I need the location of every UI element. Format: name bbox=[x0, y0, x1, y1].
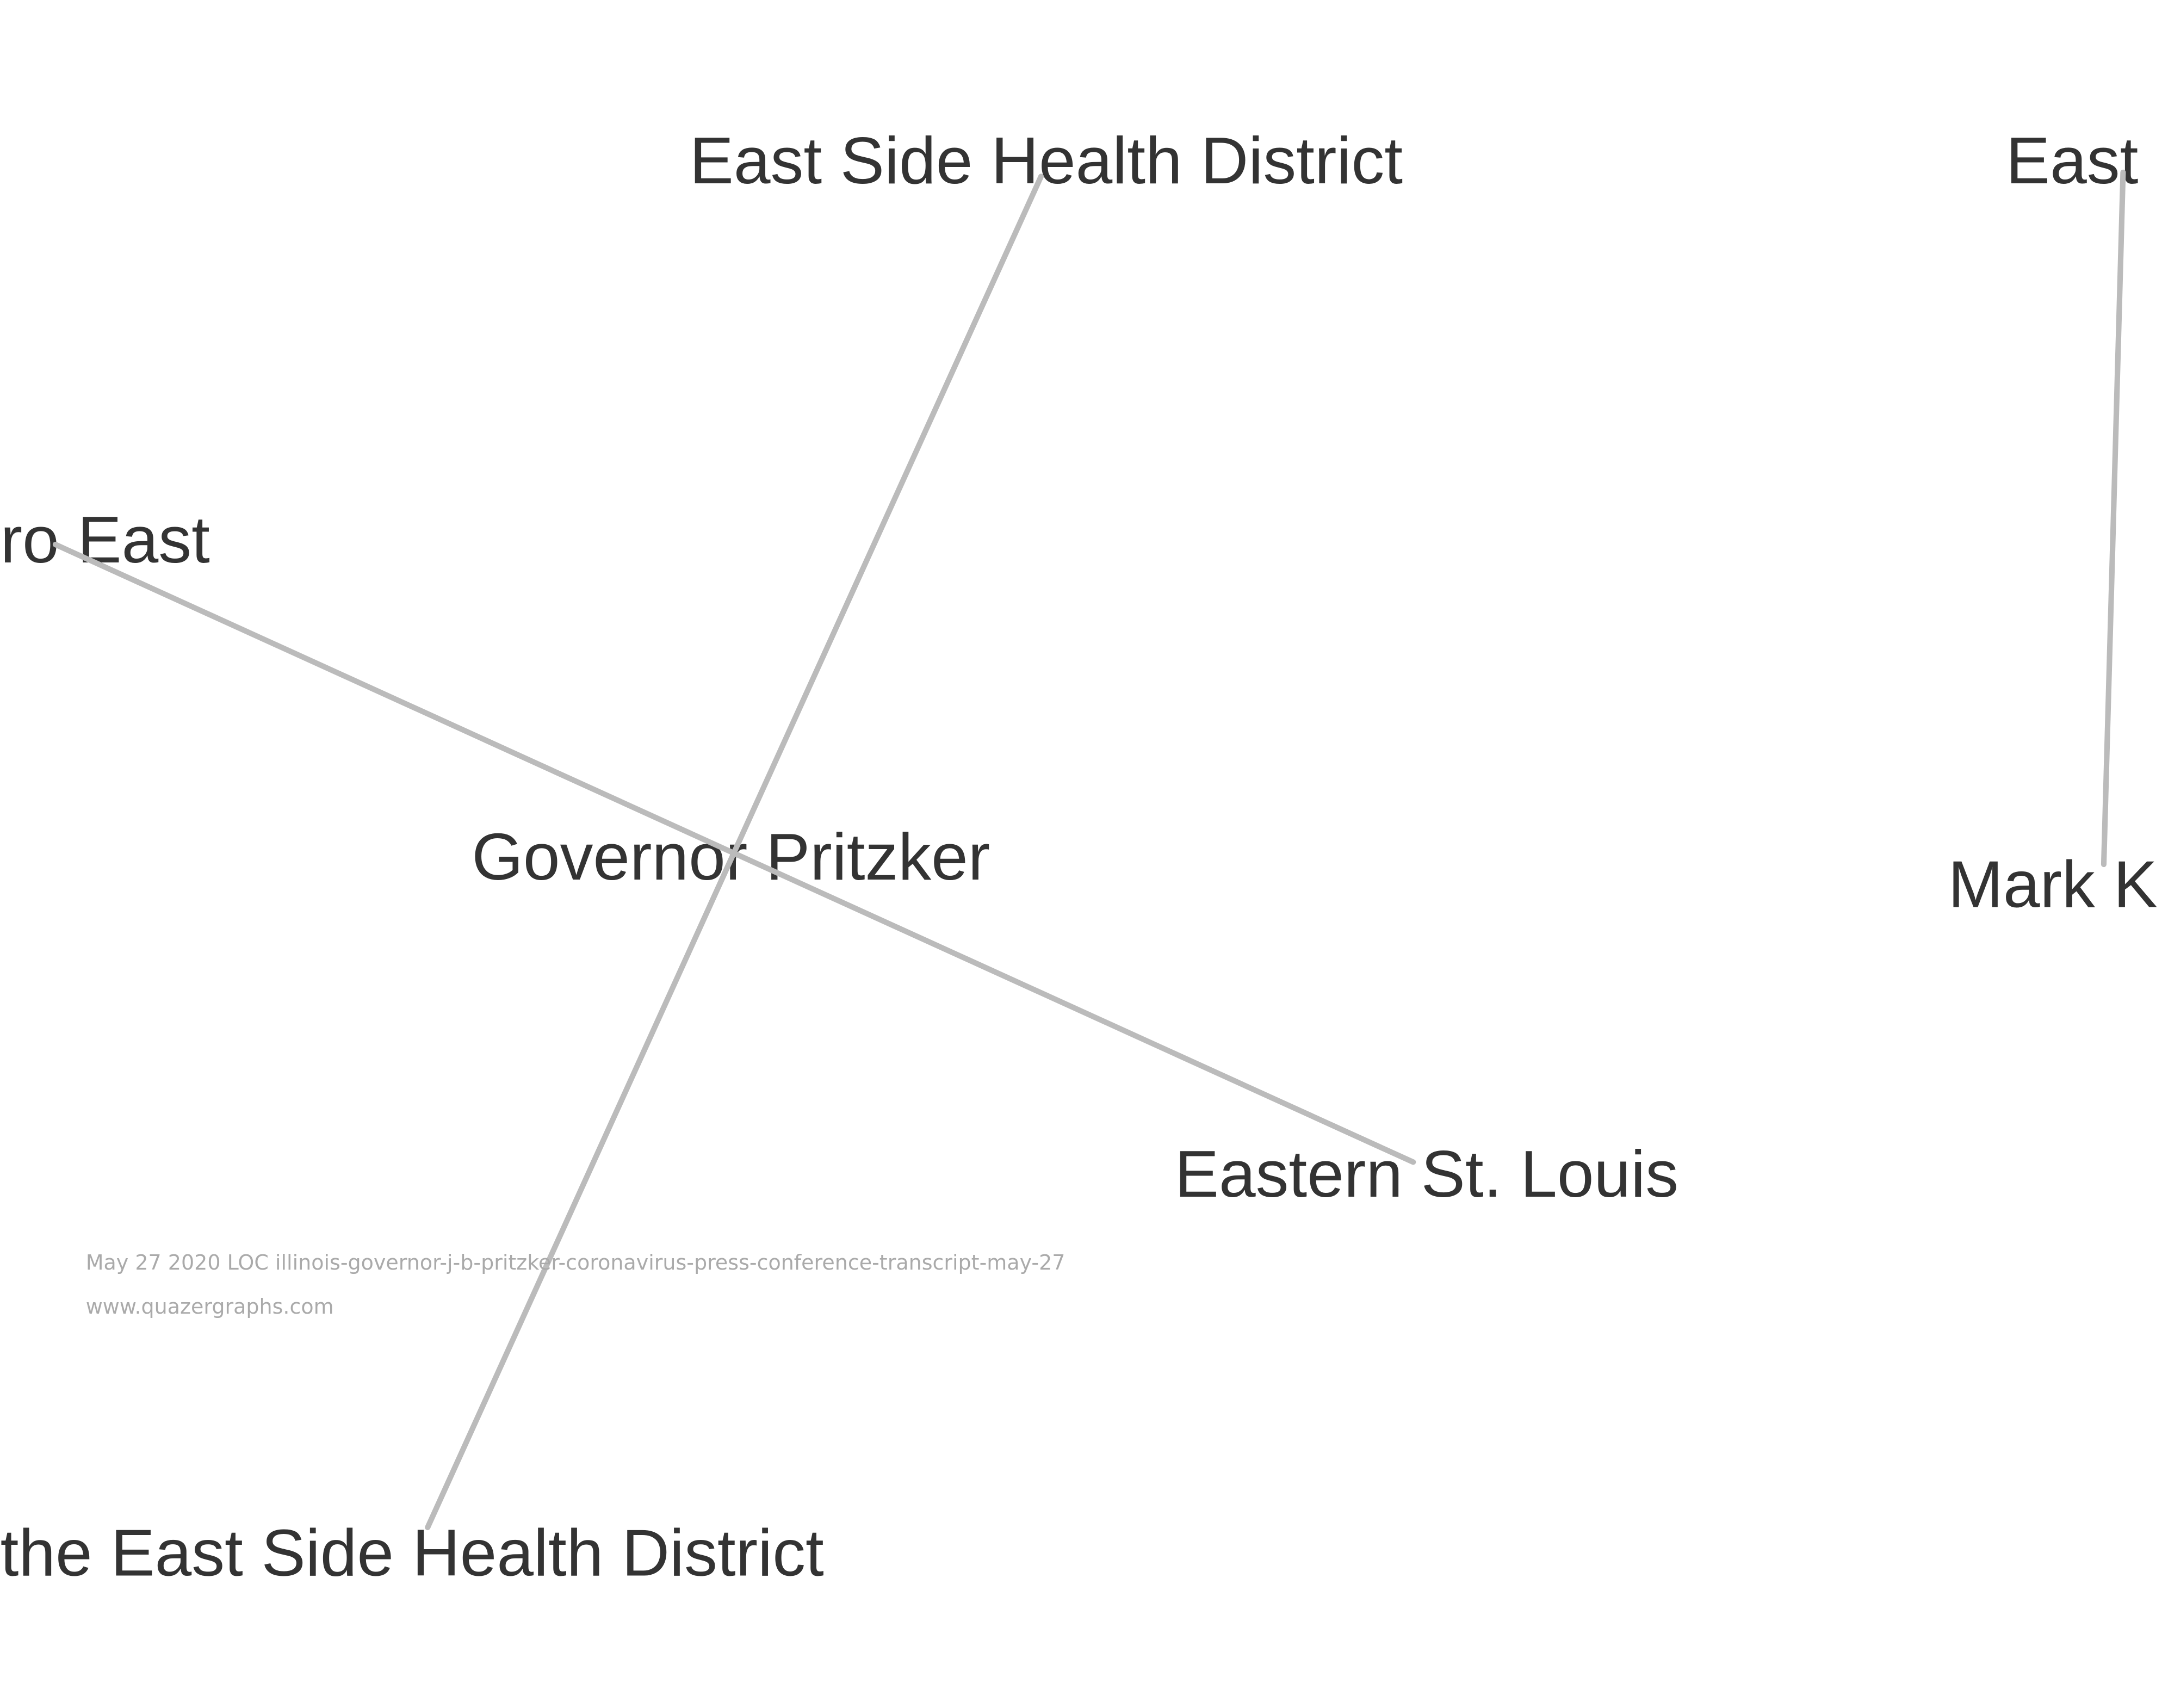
edge bbox=[2101, 169, 2126, 868]
node-label: East Side Health District bbox=[690, 123, 1403, 197]
footer-source: May 27 2020 LOC illinois-governor-j-b-pr… bbox=[86, 1251, 1065, 1274]
node-label: Mark K bbox=[1948, 847, 2158, 921]
node-label: East bbox=[2006, 123, 2138, 197]
edge bbox=[52, 541, 1416, 1165]
node-label: the East Side Health District bbox=[1, 1516, 824, 1590]
node-label: Eastern St. Louis bbox=[1175, 1137, 1678, 1211]
footer-site: www.quazergraphs.com bbox=[86, 1295, 334, 1319]
